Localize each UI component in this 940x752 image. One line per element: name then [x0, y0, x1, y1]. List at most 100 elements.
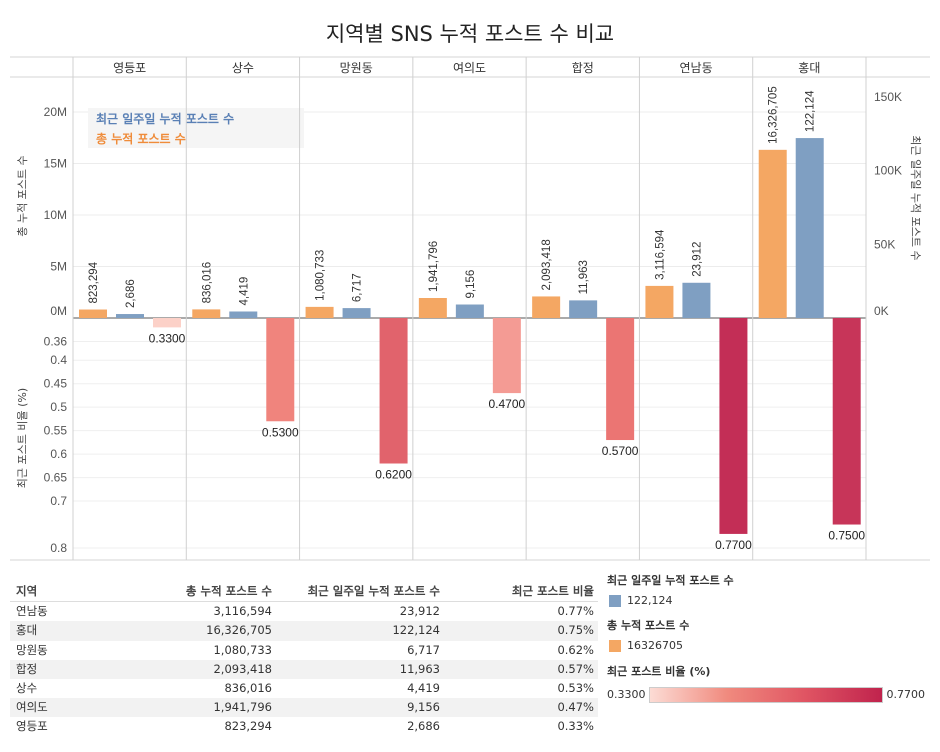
legend-ratio[interactable]: 최근 포스트 비율 (%) 0.3300 0.7700 — [607, 663, 925, 703]
bar-ratio — [492, 318, 521, 394]
bar-ratio — [379, 318, 408, 464]
data-label-ratio: 0.4700 — [489, 397, 526, 411]
table-row[interactable]: 홍대 16,326,705 122,124 0.75% — [10, 621, 598, 641]
chart-title: 지역별 SNS 누적 포스트 수 비교 — [325, 22, 615, 46]
bar-recent — [116, 314, 144, 318]
legend-ratio-gradient — [649, 687, 883, 703]
data-label-total: 16,326,705 — [768, 86, 780, 144]
data-label-recent: 23,912 — [691, 242, 703, 277]
table-cell-total: 1,941,796 — [213, 700, 272, 715]
data-label-total: 823,294 — [88, 261, 100, 303]
table-cell-region: 영등포 — [16, 719, 48, 734]
y-right-tick-label: 50K — [874, 237, 895, 251]
legend-ratio-min: 0.3300 — [607, 688, 646, 701]
table-row[interactable]: 영등포 823,294 2,686 0.33% — [10, 717, 598, 736]
data-label-recent: 2,686 — [125, 279, 137, 308]
table-cell-recent: 9,156 — [407, 700, 440, 715]
combined-bar-chart: 0M 5M 10M 15M 20M 0K 50K 100K 150K 0.36 0.4 0.45 0.5… — [10, 56, 930, 561]
y-left-tick-label: 10M — [44, 208, 67, 222]
category-label: 여의도 — [453, 61, 486, 75]
table-header-ratio[interactable]: 최근 포스트 비율 — [511, 584, 594, 598]
table-cell-region: 망원동 — [16, 642, 48, 657]
data-label-total: 1,080,733 — [315, 250, 327, 301]
table-header-row: 지역 총 누적 포스트 수 최근 일주일 누적 포스트 수 최근 포스트 비율 — [10, 582, 598, 603]
data-label-ratio: 0.7700 — [715, 538, 752, 552]
legend-recent-swatch — [609, 595, 621, 607]
category-label: 영등포 — [113, 61, 146, 75]
y-bottom-tick-label: 0.5 — [50, 400, 67, 414]
y-left-axis-title: 총 누적 포스트 수 — [16, 155, 29, 236]
table-cell-region: 여의도 — [16, 700, 48, 715]
table-header-total[interactable]: 총 누적 포스트 수 — [185, 584, 272, 598]
inline-legend-total: 총 누적 포스트 수 — [96, 131, 186, 146]
y-right-tick-label: 100K — [874, 164, 902, 178]
table-cell-total: 823,294 — [224, 719, 272, 734]
data-label-recent: 11,963 — [578, 260, 590, 294]
bar-ratio — [606, 318, 635, 441]
table-cell-ratio: 0.53% — [557, 680, 594, 695]
y-bottom-tick-label: 0.65 — [44, 471, 68, 485]
table-cell-recent: 2,686 — [407, 719, 440, 734]
table-header-recent[interactable]: 최근 일주일 누적 포스트 수 — [307, 584, 440, 598]
legend-recent[interactable]: 최근 일주일 누적 포스트 수 122,124 — [607, 572, 734, 607]
bar-ratio — [266, 318, 295, 422]
table-cell-ratio: 0.62% — [557, 642, 594, 657]
data-label-total: 1,941,796 — [428, 241, 440, 292]
table-row[interactable]: 연남동 3,116,594 23,912 0.77% — [10, 602, 598, 621]
bar-total — [758, 149, 787, 318]
bar-recent — [229, 311, 258, 318]
table-cell-recent: 23,912 — [399, 604, 440, 619]
table-row[interactable]: 여의도 1,941,796 9,156 0.47% — [10, 698, 598, 718]
category-label: 망원동 — [340, 61, 373, 75]
table-cell-total: 3,116,594 — [213, 604, 272, 619]
legend-total-value: 16326705 — [627, 639, 683, 652]
legend-total-title: 총 누적 포스트 수 — [607, 619, 690, 632]
table-cell-ratio: 0.33% — [557, 719, 594, 734]
bar-total — [645, 285, 674, 318]
data-label-recent: 122,124 — [805, 90, 817, 132]
category-label: 홍대 — [798, 61, 820, 75]
y-bottom-tick-label: 0.55 — [44, 424, 68, 438]
legend-ratio-title: 최근 포스트 비율 (%) — [607, 665, 711, 678]
data-label-total: 836,016 — [201, 262, 213, 304]
data-label-ratio: 0.7500 — [828, 529, 865, 543]
table-cell-region: 상수 — [16, 680, 38, 695]
data-label-ratio: 0.5300 — [262, 425, 299, 439]
data-label-total: 2,093,418 — [541, 239, 553, 290]
table-cell-recent: 122,124 — [392, 623, 440, 638]
legend-recent-title: 최근 일주일 누적 포스트 수 — [607, 574, 734, 587]
inline-legend-recent: 최근 일주일 누적 포스트 수 — [96, 111, 234, 126]
bar-ratio — [832, 318, 861, 525]
y-right-tick-label: 150K — [874, 90, 902, 104]
y-bottom-tick-label: 0.7 — [50, 494, 67, 508]
legend-total[interactable]: 총 누적 포스트 수 16326705 — [607, 617, 689, 652]
bar-ratio — [153, 318, 181, 328]
table-row[interactable]: 합정 2,093,418 11,963 0.57% — [10, 659, 598, 679]
bar-total — [192, 309, 221, 318]
bar-total — [79, 309, 107, 318]
data-label-recent: 6,717 — [352, 273, 364, 302]
table-row[interactable]: 망원동 1,080,733 6,717 0.62% — [10, 641, 598, 660]
table-header-region[interactable]: 지역 — [16, 584, 38, 598]
y-left-tick-label: 15M — [44, 157, 67, 171]
table-cell-region: 홍대 — [16, 623, 38, 638]
bar-total — [532, 296, 561, 318]
legend-total-swatch — [609, 640, 621, 652]
bar-ratio — [719, 318, 748, 534]
category-label: 상수 — [232, 61, 254, 75]
table-cell-ratio: 0.75% — [557, 623, 594, 638]
bar-recent — [682, 282, 711, 318]
table-cell-recent: 6,717 — [407, 642, 440, 657]
y-left-tick-label: 0M — [50, 304, 67, 318]
table-cell-total: 836,016 — [224, 680, 272, 695]
table-cell-total: 16,326,705 — [206, 623, 272, 638]
table-row[interactable]: 상수 836,016 4,419 0.53% — [10, 679, 598, 698]
y-bottom-tick-label: 0.8 — [50, 541, 67, 555]
table-cell-total: 1,080,733 — [213, 642, 272, 657]
category-label: 연남동 — [680, 61, 713, 75]
table-cell-total: 2,093,418 — [213, 661, 272, 676]
table-cell-recent: 4,419 — [407, 680, 440, 695]
table-cell-region: 합정 — [16, 661, 38, 676]
y-bottom-axis-title: 최근 포스트 비율 (%) — [16, 388, 29, 488]
bar-recent — [795, 138, 824, 318]
